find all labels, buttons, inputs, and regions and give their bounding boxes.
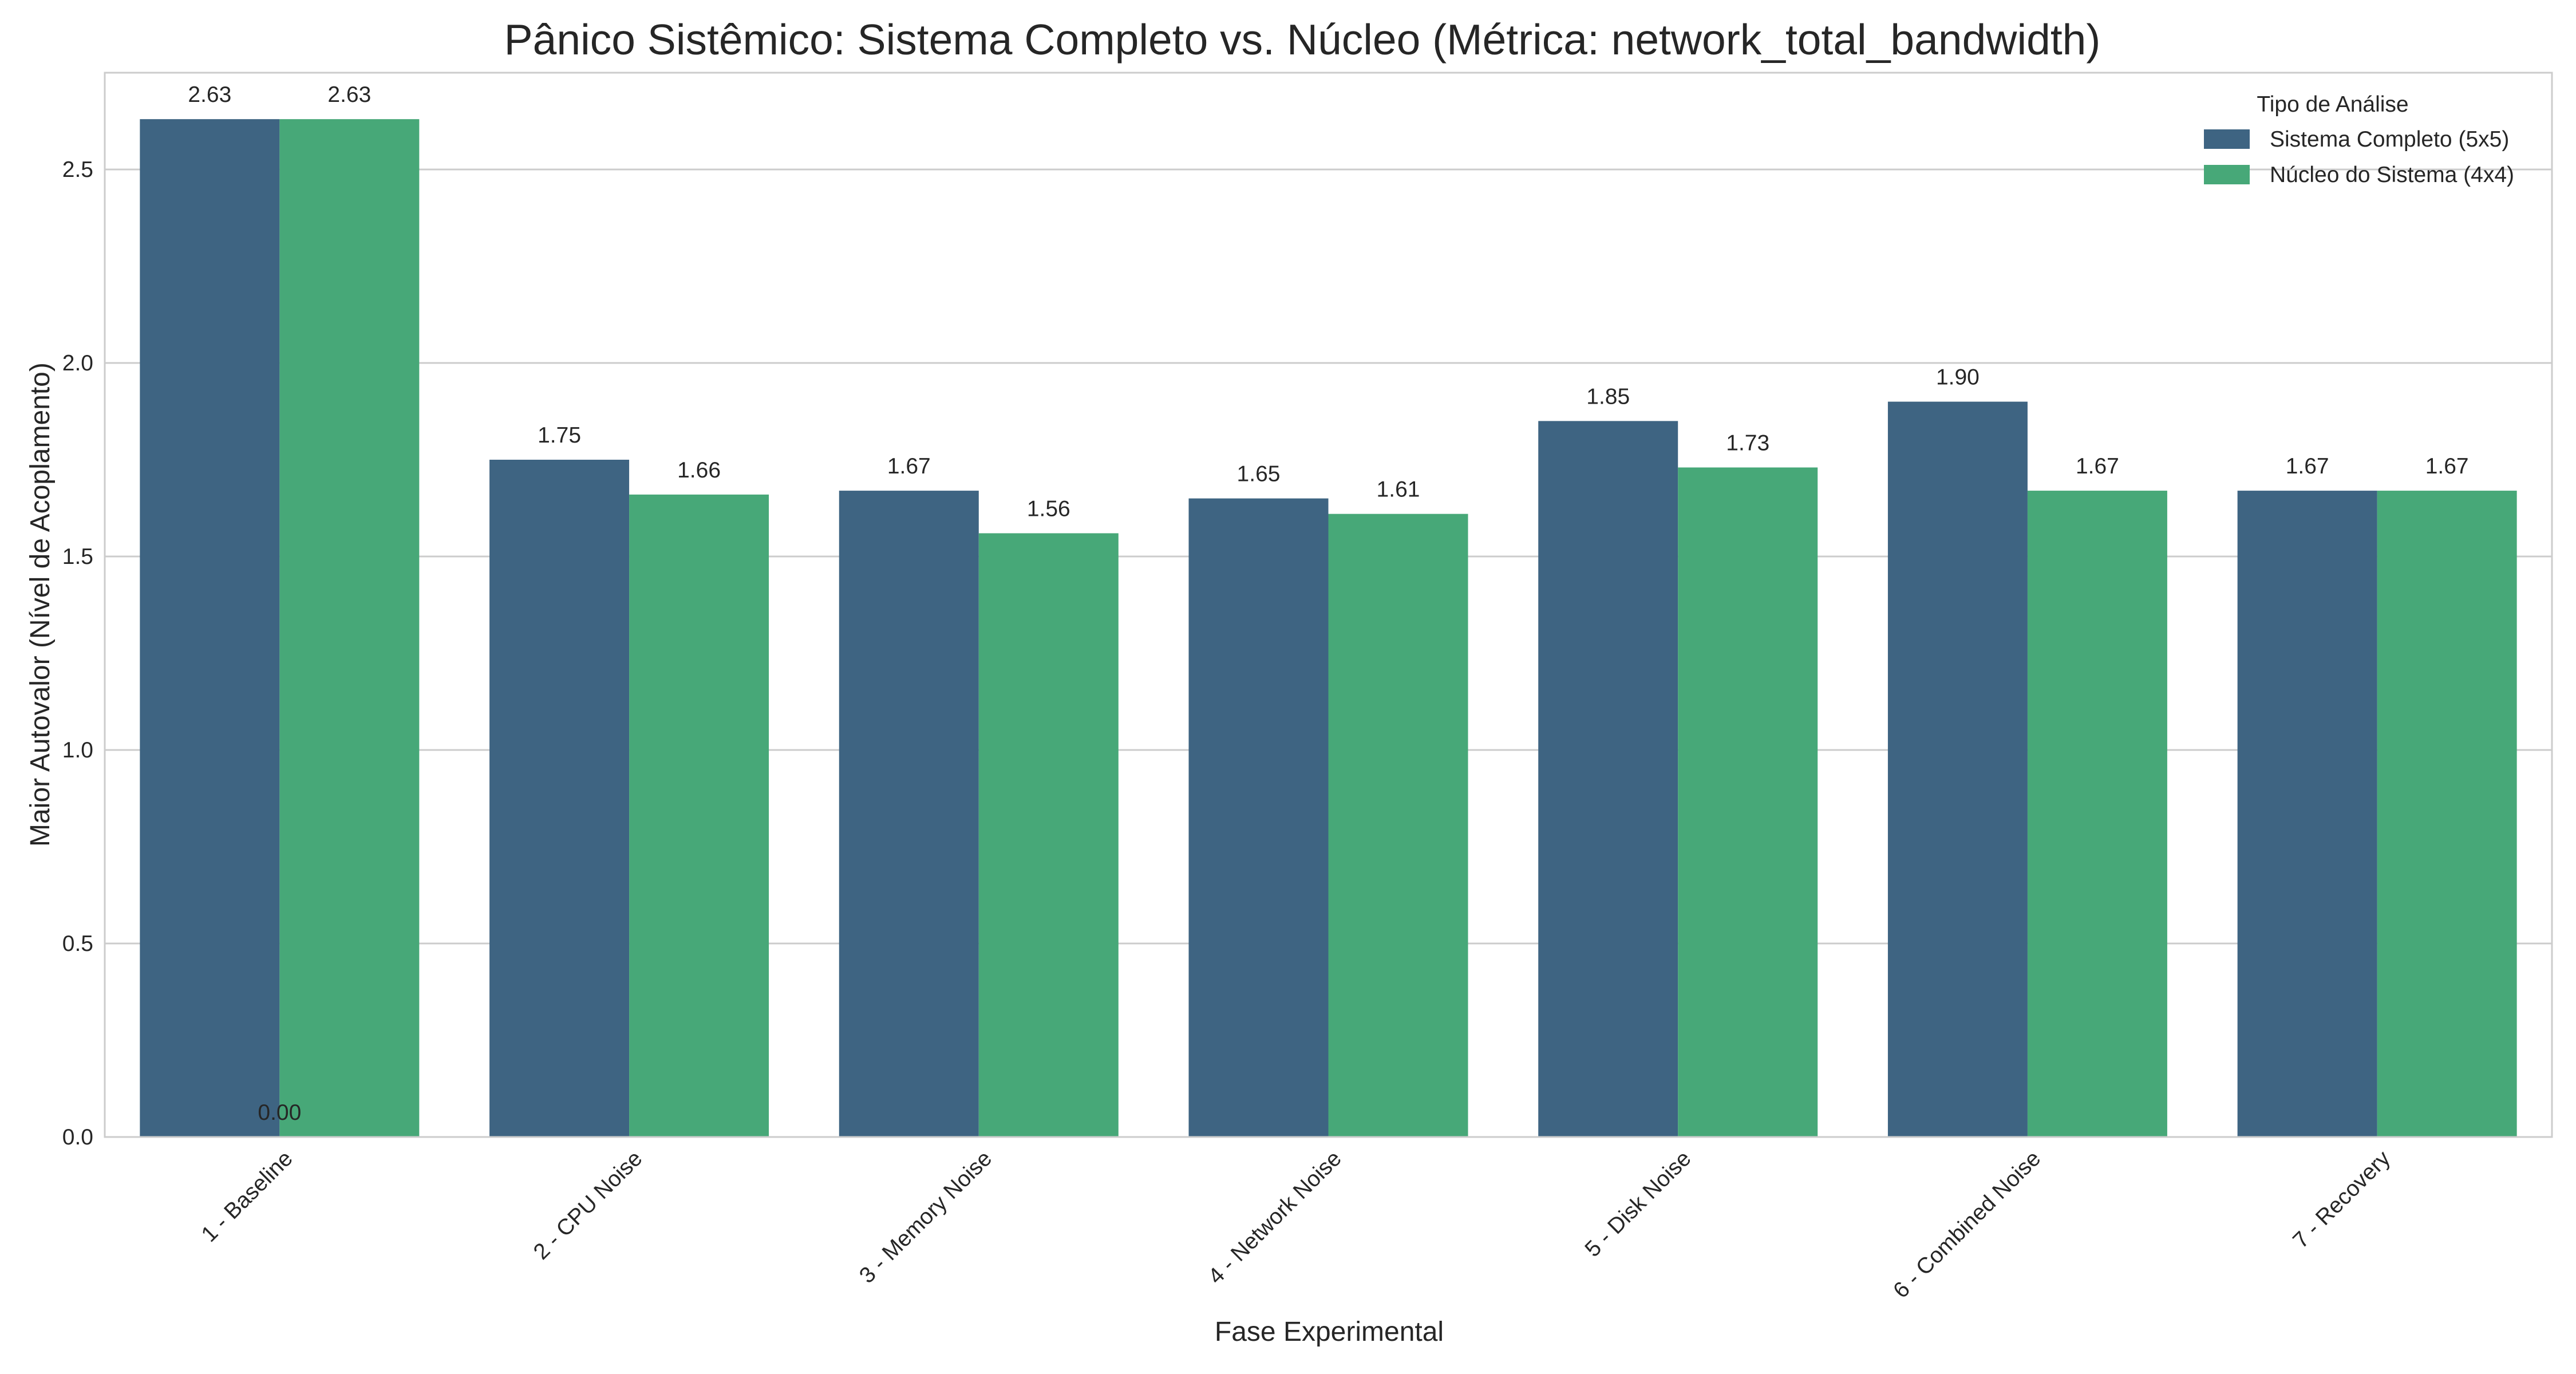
bar-value-label: 1.56 — [1027, 496, 1070, 521]
bar-nucleo-sistema — [279, 119, 420, 1137]
plot-frame — [104, 72, 2553, 1138]
bar-sistema-completo — [1188, 498, 1329, 1137]
bar-value-label: 1.67 — [2425, 454, 2469, 479]
y-tick-label: 2.5 — [62, 157, 93, 182]
bar-nucleo-sistema — [2027, 491, 2167, 1137]
y-tick-label: 2.0 — [62, 351, 93, 376]
x-tick-label: 6 - Combined Noise — [1888, 1146, 2045, 1303]
bar-value-labels: 2.63 2.63 1.75 1.66 1.67 1.56 1.65 1.61 1.85 1.73… — [188, 82, 2468, 1125]
bar-nucleo-sistema — [1328, 514, 1468, 1137]
bar-value-label: 1.85 — [1586, 384, 1630, 409]
bar-sistema-completo — [2237, 491, 2377, 1137]
y-tick-label: 0.5 — [62, 931, 93, 956]
y-axis-ticks: 0.0 0.5 1.0 1.5 2.0 2.5 — [62, 157, 93, 1150]
bar-value-label: 1.90 — [1936, 365, 1980, 390]
legend-entry-label: Núcleo do Sistema (4x4) — [2270, 163, 2514, 187]
bar-value-label: 1.73 — [1726, 431, 1769, 456]
bar-value-label: 1.65 — [1237, 462, 1281, 487]
y-axis-label: Maior Autovalor (Nível de Acoplamento) — [25, 362, 56, 847]
x-axis-label: Fase Experimental — [1215, 1317, 1444, 1347]
bars — [140, 119, 2517, 1138]
bar-nucleo-sistema — [629, 494, 769, 1137]
x-tick-label: 5 - Disk Noise — [1581, 1146, 1696, 1262]
bar-sistema-completo — [1538, 421, 1678, 1137]
bar-value-label: 1.61 — [1377, 477, 1420, 502]
bar-sistema-completo — [489, 460, 630, 1137]
bar-nucleo-sistema — [2377, 491, 2517, 1137]
legend: Tipo de Análise Sistema Completo (5x5) Nú… — [2204, 92, 2514, 187]
bar-value-label: 1.66 — [677, 458, 721, 483]
bar-nucleo-sistema — [1678, 467, 1818, 1137]
x-tick-label: 4 - Network Noise — [1203, 1146, 1346, 1289]
bar-nucleo-sistema — [978, 533, 1119, 1138]
bar-value-label: 1.67 — [2076, 454, 2119, 479]
bar-sistema-completo — [140, 119, 280, 1137]
y-tick-label: 1.0 — [62, 738, 93, 763]
bar-sistema-completo — [839, 491, 979, 1137]
y-tick-label: 0.0 — [62, 1125, 93, 1150]
legend-entry-label: Sistema Completo (5x5) — [2270, 127, 2509, 152]
bar-value-label: 1.67 — [887, 454, 931, 479]
bar-value-label: 2.63 — [327, 82, 371, 107]
legend-swatch — [2204, 165, 2250, 184]
legend-title: Tipo de Análise — [2257, 92, 2408, 117]
y-tick-label: 1.5 — [62, 544, 93, 569]
bar-sistema-completo — [1887, 401, 2028, 1137]
bar-value-label: 1.67 — [2286, 454, 2329, 479]
x-tick-label: 7 - Recovery — [2288, 1146, 2395, 1253]
x-tick-label: 3 - Memory Noise — [855, 1146, 997, 1288]
x-tick-label: 2 - CPU Noise — [529, 1146, 647, 1265]
bar-value-label: 1.75 — [538, 423, 581, 448]
legend-swatch — [2204, 129, 2250, 149]
x-tick-label: 1 - Baseline — [197, 1146, 298, 1247]
x-axis-ticks: 1 - Baseline 2 - CPU Noise 3 - Memory Nois… — [197, 1146, 2396, 1303]
bar-value-label: 2.63 — [188, 82, 231, 107]
chart-title: Pânico Sistêmico: Sistema Completo vs. N… — [504, 15, 2101, 64]
annotation-label: 0.00 — [258, 1100, 301, 1125]
